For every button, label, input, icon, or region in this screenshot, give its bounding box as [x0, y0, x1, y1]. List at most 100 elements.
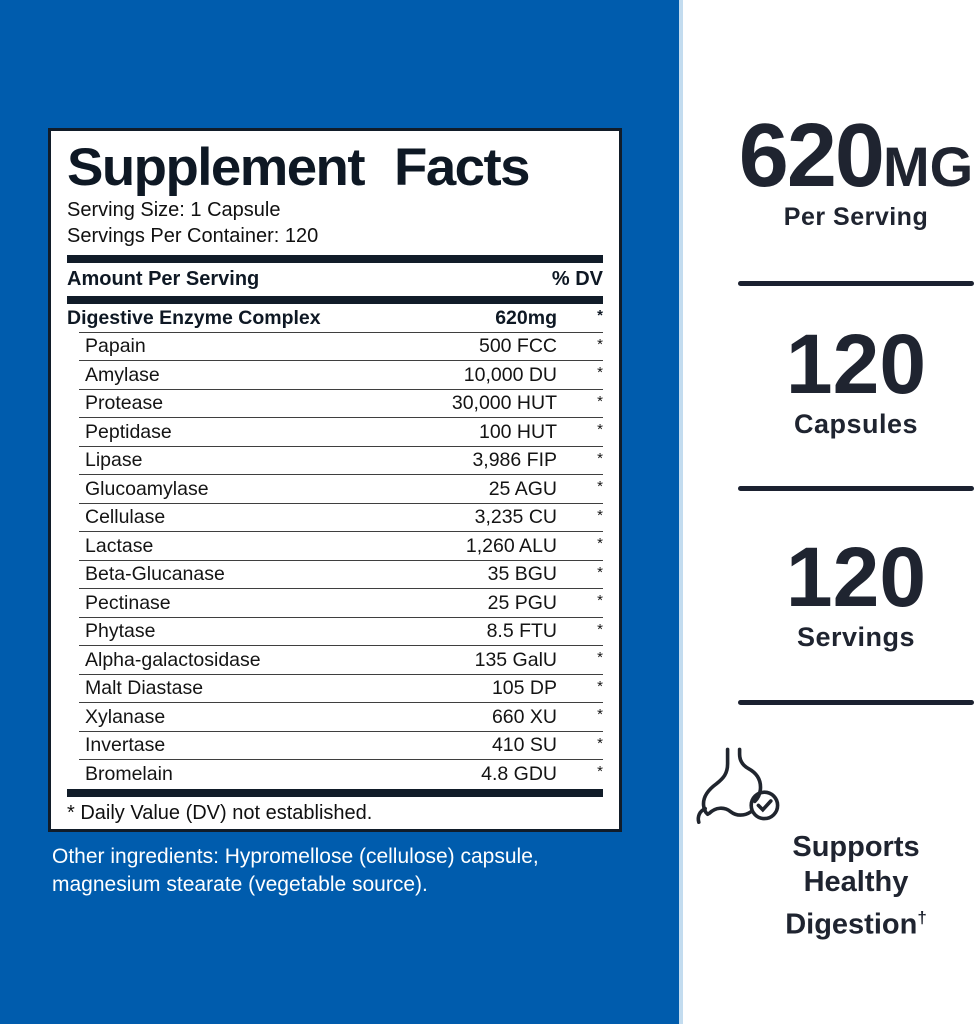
supplement-facts-panel: Supplement Facts Serving Size: 1 Capsule…: [48, 128, 622, 832]
ingredient-name: Peptidase: [85, 420, 172, 443]
health-claim: Supports Healthy Digestion†: [738, 830, 974, 943]
ingredient-dv: *: [597, 734, 603, 752]
ingredient-amount: 10,000 DU: [463, 363, 557, 386]
ingredient-amount: 35 BGU: [487, 563, 557, 586]
dosage-value: 620: [738, 106, 885, 206]
ingredient-amount: 105 DP: [491, 677, 557, 700]
dosage-label: Per Serving: [783, 203, 929, 231]
ingredient-name: Amylase: [85, 363, 160, 386]
ingredient-row: Pectinase 25 PGU *: [67, 589, 603, 618]
ingredient-dv: *: [597, 706, 603, 723]
ingredient-dv: *: [597, 364, 603, 381]
divider-bar: [67, 296, 603, 304]
ingredient-amount: 620mg: [495, 306, 557, 329]
ingredient-amount: 500 FCC: [478, 335, 557, 358]
ingredient-row: Papain 500 FCC *: [67, 333, 603, 362]
section-divider: [738, 486, 974, 491]
ingredient-name: Xylanase: [85, 705, 166, 728]
ingredient-dv: *: [597, 478, 603, 495]
ingredient-row: Beta-Glucanase 35 BGU *: [67, 561, 603, 590]
ingredient-amount: 3,235 CU: [474, 506, 557, 529]
ingredient-row: Bromelain 4.8 GDU *: [67, 760, 603, 789]
servings-per-container: Servings Per Container: 120: [67, 225, 319, 247]
ingredient-dv: *: [597, 335, 603, 353]
ingredient-amount: 410 SU: [491, 734, 557, 757]
divider-bar: [67, 255, 603, 263]
ingredient-dv: *: [597, 506, 603, 524]
ingredient-amount: 8.5 FTU: [486, 620, 557, 643]
ingredient-name: Digestive Enzyme Complex: [67, 306, 321, 329]
dosage-unit: MG: [882, 135, 974, 198]
blue-background: Supplement Facts Serving Size: 1 Capsule…: [0, 0, 683, 1024]
ingredient-name: Cellulase: [85, 506, 166, 529]
ingredient-amount: 3,986 FIP: [472, 449, 557, 472]
ingredient-rows: Digestive Enzyme Complex 620mg * Papain 500 …: [67, 304, 603, 789]
panel-title: Supplement Facts: [67, 138, 530, 197]
divider-bar: [67, 788, 603, 797]
table-header: Amount Per Serving % DV: [67, 263, 603, 296]
ingredient-name: Malt Diastase: [85, 677, 204, 700]
ingredient-row: Phytase 8.5 FTU *: [67, 618, 603, 647]
ingredient-dv: *: [597, 620, 603, 638]
ingredient-row: Cellulase 3,235 CU *: [67, 504, 603, 533]
ingredient-dv: *: [597, 421, 603, 438]
health-claim-line1: Supports Healthy: [792, 831, 920, 898]
dagger-mark: †: [917, 908, 927, 927]
ingredient-dv: *: [597, 763, 603, 780]
ingredient-amount: 30,000 HUT: [451, 392, 557, 415]
ingredient-name: Glucoamylase: [85, 477, 209, 500]
serving-count: 120: [785, 530, 927, 624]
ingredient-dv: *: [597, 535, 603, 552]
section-divider: [738, 700, 974, 705]
ingredient-amount: 25 AGU: [488, 477, 557, 500]
ingredient-row: Lipase 3,986 FIP *: [67, 447, 603, 476]
ingredient-name: Lipase: [85, 449, 143, 472]
ingredient-dv: *: [597, 392, 603, 410]
ingredient-row: Malt Diastase 105 DP *: [67, 675, 603, 704]
ingredient-dv: *: [597, 677, 603, 695]
ingredient-dv: *: [597, 563, 603, 581]
ingredient-amount: 135 GalU: [474, 648, 557, 671]
ingredient-row: Digestive Enzyme Complex 620mg *: [67, 304, 603, 333]
ingredient-amount: 25 PGU: [487, 591, 557, 614]
ingredient-name: Invertase: [85, 734, 166, 757]
health-claim-line2: Digestion: [785, 908, 918, 941]
ingredient-name: Papain: [85, 335, 146, 358]
ingredient-name: Bromelain: [85, 762, 173, 785]
ingredient-amount: 1,260 ALU: [465, 534, 557, 557]
serving-count-label: Servings: [796, 622, 916, 652]
ingredient-amount: 4.8 GDU: [481, 762, 557, 785]
capsule-count-label: Capsules: [793, 409, 919, 439]
ingredient-name: Lactase: [85, 534, 154, 557]
stomach-check-icon: [696, 747, 780, 824]
ingredient-dv: *: [597, 649, 603, 666]
ingredient-row: Lactase 1,260 ALU *: [67, 532, 603, 561]
ingredient-name: Alpha-galactosidase: [85, 648, 261, 671]
serving-size: Serving Size: 1 Capsule: [67, 199, 281, 221]
ingredient-name: Protease: [85, 392, 164, 415]
percent-dv-header: % DV: [551, 268, 603, 290]
dv-footnote: * Daily Value (DV) not established.: [67, 801, 373, 824]
ingredient-row: Protease 30,000 HUT *: [67, 390, 603, 419]
ingredient-dv: *: [597, 307, 603, 324]
section-divider: [738, 281, 974, 286]
ingredient-row: Peptidase 100 HUT *: [67, 418, 603, 447]
ingredient-amount: 660 XU: [491, 705, 557, 728]
ingredient-row: Invertase 410 SU *: [67, 732, 603, 761]
ingredient-dv: *: [597, 449, 603, 467]
ingredient-name: Beta-Glucanase: [85, 563, 225, 586]
capsule-count: 120: [785, 317, 927, 411]
ingredient-amount: 100 HUT: [478, 420, 557, 443]
ingredient-row: Glucoamylase 25 AGU *: [67, 475, 603, 504]
ingredient-row: Alpha-galactosidase 135 GalU *: [67, 646, 603, 675]
other-ingredients-text: Other ingredients: Hypromellose (cellulo…: [52, 845, 539, 896]
ingredient-name: Pectinase: [85, 591, 171, 614]
right-info-column: 620MG Per Serving 120 Capsules 120 Servi…: [696, 0, 974, 1024]
ingredient-dv: *: [597, 592, 603, 609]
ingredient-name: Phytase: [85, 620, 156, 643]
amount-per-serving-header: Amount Per Serving: [67, 268, 260, 290]
dosage-per-serving: 620MG: [738, 110, 974, 228]
ingredient-row: Amylase 10,000 DU *: [67, 361, 603, 390]
ingredient-row: Xylanase 660 XU *: [67, 703, 603, 732]
